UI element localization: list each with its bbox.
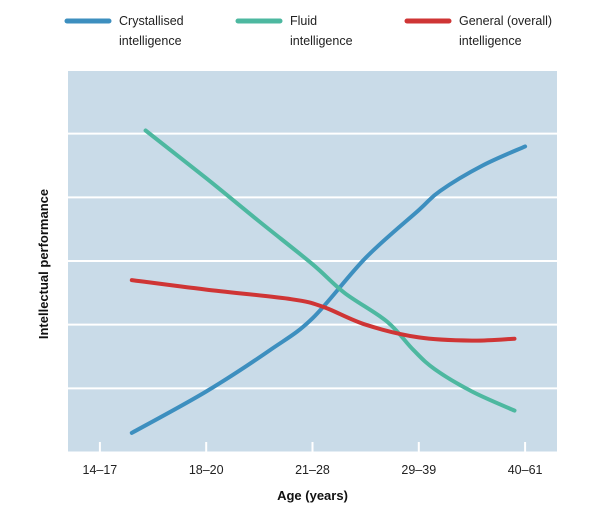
series-line-general bbox=[129, 278, 517, 343]
series-line-fluid bbox=[143, 128, 517, 413]
legend-label: intelligence bbox=[459, 34, 522, 48]
series-lines bbox=[129, 128, 528, 435]
series-line-crystallised bbox=[129, 144, 528, 435]
x-axis-title: Age (years) bbox=[277, 488, 348, 503]
x-tick-label: 18–20 bbox=[189, 463, 224, 477]
legend-label: intelligence bbox=[119, 34, 182, 48]
legend-label: Fluid bbox=[290, 14, 317, 28]
legend-label: intelligence bbox=[290, 34, 353, 48]
x-tick-label: 21–28 bbox=[295, 463, 330, 477]
x-axis-ticks: 14–17 18–20 21–28 29–39 40–61 bbox=[83, 442, 543, 477]
y-axis-title: Intellectual performance bbox=[36, 189, 51, 339]
x-tick-label: 29–39 bbox=[401, 463, 436, 477]
legend-label: Crystallised bbox=[119, 14, 184, 28]
legend: Crystallised intelligence Fluid intelligenc… bbox=[64, 14, 552, 48]
x-tick-label: 14–17 bbox=[83, 463, 118, 477]
legend-label: General (overall) bbox=[459, 14, 552, 28]
x-tick-label: 40–61 bbox=[508, 463, 543, 477]
